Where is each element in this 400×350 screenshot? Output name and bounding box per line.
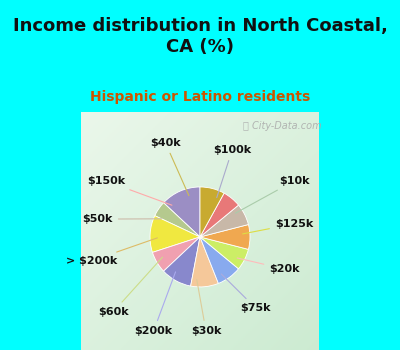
Text: $10k: $10k <box>236 176 309 213</box>
Text: Income distribution in North Coastal,
CA (%): Income distribution in North Coastal, CA… <box>12 17 388 56</box>
Text: $20k: $20k <box>237 258 300 274</box>
Text: $100k: $100k <box>213 145 251 198</box>
Wedge shape <box>200 224 250 250</box>
Wedge shape <box>152 237 200 271</box>
Wedge shape <box>200 193 238 237</box>
Text: $200k: $200k <box>134 272 176 336</box>
Wedge shape <box>191 237 218 287</box>
Wedge shape <box>200 187 224 237</box>
Wedge shape <box>200 237 238 284</box>
Text: $50k: $50k <box>82 214 162 224</box>
Text: > $200k: > $200k <box>66 238 157 266</box>
Wedge shape <box>150 216 200 252</box>
Wedge shape <box>164 187 200 237</box>
Wedge shape <box>164 237 200 286</box>
Text: $30k: $30k <box>191 280 221 336</box>
Text: $75k: $75k <box>221 274 271 313</box>
Text: $125k: $125k <box>243 219 313 234</box>
Text: $60k: $60k <box>98 257 162 317</box>
Text: ⓘ City-Data.com: ⓘ City-Data.com <box>243 121 322 131</box>
Wedge shape <box>200 205 248 237</box>
Text: Hispanic or Latino residents: Hispanic or Latino residents <box>90 90 310 104</box>
Text: $150k: $150k <box>87 176 172 205</box>
Text: $40k: $40k <box>150 138 189 196</box>
Wedge shape <box>155 203 200 237</box>
Wedge shape <box>200 237 248 269</box>
